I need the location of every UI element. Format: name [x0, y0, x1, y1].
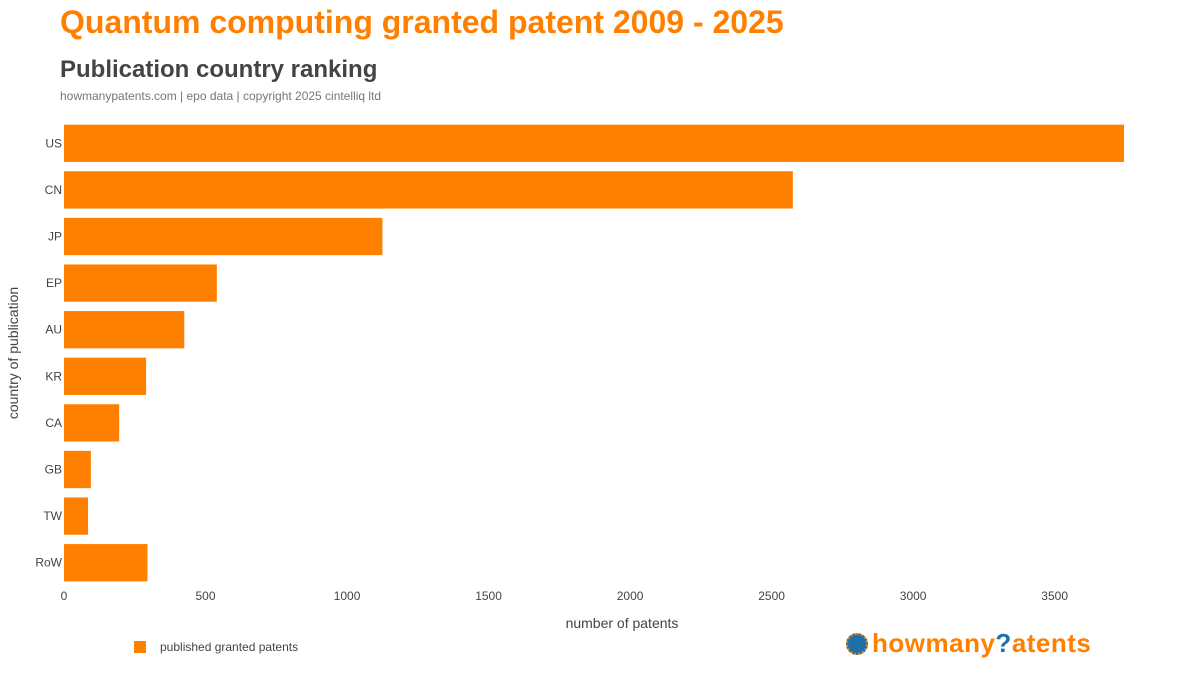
bar-us[interactable]	[64, 124, 1124, 162]
logo-text-main: howmany	[872, 628, 996, 658]
bar-cn[interactable]	[64, 171, 793, 209]
bar-au[interactable]	[64, 311, 185, 349]
x-tick-label: 1500	[475, 589, 502, 603]
y-tick-label: CN	[45, 183, 62, 197]
logo-text-q: ?	[995, 628, 1012, 658]
y-tick-label: JP	[48, 230, 62, 244]
bar-tw[interactable]	[64, 497, 89, 535]
legend-swatch	[134, 641, 146, 653]
y-tick-label: AU	[45, 323, 62, 337]
x-axis-label: number of patents	[566, 615, 679, 631]
bar-kr[interactable]	[64, 357, 147, 395]
logo-text: howmany?atents	[872, 628, 1091, 659]
bar-ca[interactable]	[64, 404, 120, 442]
x-tick-label: 2000	[617, 589, 644, 603]
y-tick-label: GB	[45, 463, 62, 477]
y-tick-label: RoW	[35, 556, 62, 570]
y-tick-label: US	[45, 136, 62, 150]
bar-jp[interactable]	[64, 217, 383, 256]
x-tick-label: 3000	[900, 589, 927, 603]
x-tick-label: 0	[61, 589, 68, 603]
legend-label: published granted patents	[160, 640, 299, 654]
globe-logo-icon	[846, 632, 868, 655]
bar-row[interactable]	[64, 544, 148, 582]
x-tick-label: 3500	[1041, 589, 1068, 603]
y-tick-label: KR	[45, 369, 62, 383]
x-tick-label: 2500	[758, 589, 785, 603]
x-tick-label: 1000	[334, 589, 361, 603]
y-tick-label: EP	[46, 276, 62, 290]
y-axis-label: country of publication	[5, 287, 21, 419]
logo-text-end: atents	[1011, 628, 1092, 658]
chart-subtitle: Publication country ranking	[60, 56, 378, 83]
chart-source: howmanypatents.com | epo data | copyrigh…	[60, 89, 382, 103]
legend[interactable]: published granted patents	[134, 640, 298, 654]
y-tick-label: CA	[45, 416, 62, 430]
x-tick-label: 500	[196, 589, 216, 603]
chart-title: Quantum computing granted patent 2009 - …	[60, 4, 784, 40]
y-tick-label: TW	[43, 509, 62, 523]
bar-gb[interactable]	[64, 450, 91, 489]
brand-logo: howmany?atents	[846, 628, 1091, 659]
bar-ep[interactable]	[64, 264, 217, 302]
